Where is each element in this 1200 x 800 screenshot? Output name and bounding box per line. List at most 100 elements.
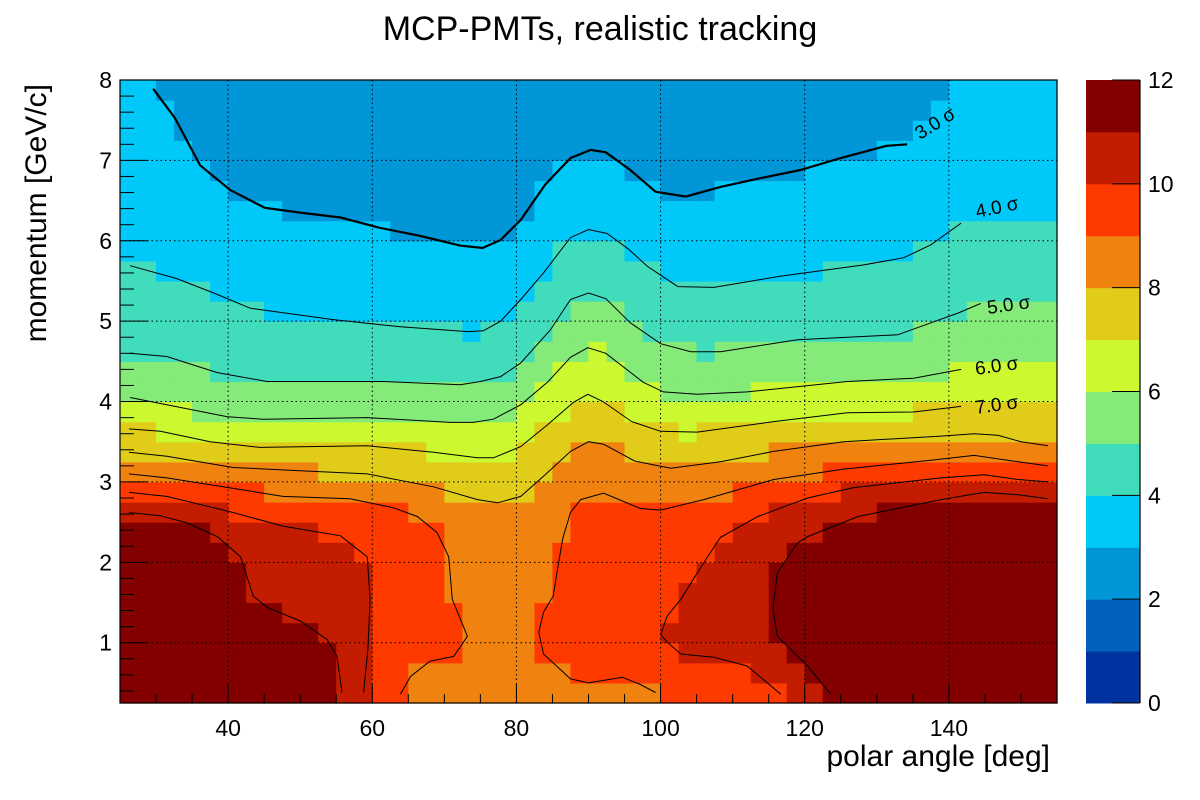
heatmap-cell: [804, 80, 824, 101]
heatmap-cell: [840, 622, 860, 644]
heatmap-cell: [264, 220, 283, 242]
heatmap-cell: [426, 301, 445, 322]
heatmap-cell: [174, 220, 193, 242]
heatmap-cell: [552, 240, 572, 262]
heatmap-cell: [300, 120, 319, 141]
heatmap-cell: [714, 682, 734, 704]
heatmap-cell: [174, 461, 193, 483]
contour-lines: [128, 88, 1049, 695]
heatmap-cell: [606, 602, 626, 624]
heatmap-cell: [246, 662, 265, 684]
heatmap-cell: [120, 301, 139, 322]
heatmap-cell: [858, 180, 878, 202]
heatmap-cell: [156, 140, 175, 161]
heatmap-cell: [408, 180, 427, 202]
heatmap-cell: [624, 421, 644, 443]
heatmap-cell: [642, 321, 662, 342]
heatmap-cell: [1038, 602, 1058, 624]
heatmap-cell: [282, 522, 301, 543]
heatmap-cell: [1020, 120, 1040, 141]
colorbar-tick-label: 12: [1148, 67, 1174, 93]
heatmap-cell: [516, 321, 536, 342]
heatmap-cell: [156, 200, 175, 222]
heatmap-cell: [210, 180, 229, 202]
heatmap-cell: [444, 522, 463, 543]
heatmap-cell: [156, 100, 175, 121]
heatmap-cell: [750, 160, 770, 182]
heatmap-cell: [912, 200, 932, 222]
heatmap-cell: [192, 662, 211, 684]
heatmap-cell: [372, 100, 391, 121]
heatmap-cell: [156, 120, 175, 141]
heatmap-cell: [948, 441, 968, 463]
heatmap-cell: [138, 582, 157, 604]
heatmap-cell: [210, 301, 229, 322]
heatmap-cell: [174, 100, 193, 121]
heatmap-cell: [354, 80, 373, 101]
heatmap-cell: [930, 401, 950, 423]
heatmap-cell: [444, 662, 463, 684]
heatmap-cell: [498, 481, 518, 503]
heatmap-cell: [498, 180, 518, 202]
heatmap-cell: [120, 662, 139, 684]
heatmap-cell: [660, 642, 680, 664]
heatmap-cell: [696, 100, 716, 121]
heatmap-cell: [318, 140, 337, 161]
heatmap-cell: [552, 461, 572, 483]
heatmap-cell: [498, 100, 518, 121]
heatmap-cell: [840, 662, 860, 684]
colorbar-bin: [1086, 599, 1140, 652]
heatmap-cell: [246, 441, 265, 463]
heatmap-cell: [390, 441, 409, 463]
heatmap-cell: [1038, 522, 1058, 543]
heatmap-cell: [678, 622, 698, 644]
heatmap-cell: [156, 341, 175, 362]
heatmap-cell: [390, 80, 409, 101]
heatmap-cell: [156, 682, 175, 704]
heatmap-cell: [588, 301, 608, 322]
heatmap-cell: [984, 180, 1004, 202]
heatmap-cell: [804, 401, 824, 423]
heatmap-cell: [264, 280, 283, 302]
heatmap-cell: [894, 240, 914, 262]
heatmap-cell: [264, 361, 283, 383]
heatmap-cell: [912, 220, 932, 242]
heatmap-cell: [1038, 361, 1058, 383]
heatmap-cell: [588, 562, 608, 584]
heatmap-cell: [948, 220, 968, 242]
heatmap-cell: [390, 341, 409, 362]
heatmap-cell: [318, 401, 337, 423]
heatmap-cell: [120, 381, 139, 403]
heatmap-cell: [750, 401, 770, 423]
heatmap-cell: [660, 461, 680, 483]
heatmap-cell: [480, 522, 499, 543]
heatmap-cell: [624, 622, 644, 644]
heatmap-cell: [894, 461, 914, 483]
heatmap-cell: [210, 461, 229, 483]
heatmap-cell: [300, 200, 319, 222]
heatmap-cell: [138, 361, 157, 383]
heatmap-cell: [930, 421, 950, 443]
heatmap-cell: [948, 260, 968, 282]
heatmap-cell: [768, 481, 788, 503]
heatmap-cell: [372, 682, 391, 704]
heatmap-cell: [588, 120, 608, 141]
heatmap-cell: [876, 542, 896, 563]
y-axis-title: momentum [GeV/c]: [20, 84, 53, 342]
heatmap-cell: [930, 140, 950, 161]
heatmap-cell: [948, 662, 968, 684]
heatmap-cell: [750, 301, 770, 322]
heatmap-cell: [606, 341, 626, 362]
heatmap-cell: [570, 441, 590, 463]
heatmap-cell: [912, 562, 932, 584]
contour-line-8sigma: [128, 433, 1049, 504]
heatmap-cell: [768, 260, 788, 282]
heatmap-cell: [1002, 120, 1022, 141]
colorbar-bin: [1086, 651, 1140, 704]
heatmap-cell: [426, 421, 445, 443]
heatmap-cell: [318, 682, 337, 704]
heatmap-cell: [1002, 260, 1022, 282]
heatmap-cell: [966, 361, 986, 383]
heatmap-cell: [1020, 200, 1040, 222]
heatmap-cell: [912, 502, 932, 523]
